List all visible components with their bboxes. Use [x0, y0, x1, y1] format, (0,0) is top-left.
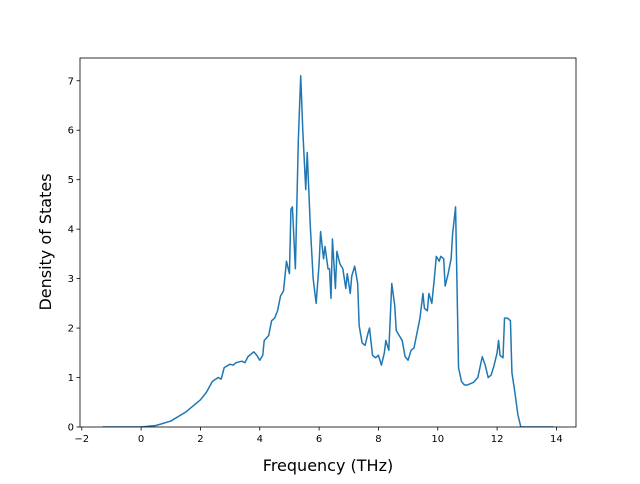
- x-tick-label: 14: [550, 434, 563, 445]
- y-tick-label: 1: [68, 373, 74, 384]
- x-tick-label: 10: [431, 434, 444, 445]
- y-tick-label: 3: [68, 274, 74, 285]
- y-tick-label: 2: [68, 324, 74, 335]
- line: [102, 75, 554, 427]
- plot-frame: [79, 57, 577, 428]
- x-tick-label: 4: [257, 434, 263, 445]
- x-tick-label: −2: [74, 434, 89, 445]
- y-axis-label: Density of States: [36, 173, 55, 310]
- y-tick-label: 5: [68, 175, 74, 186]
- x-tick-label: 2: [197, 434, 203, 445]
- x-tick-label: 6: [316, 434, 322, 445]
- y-tick-label: 7: [68, 76, 74, 87]
- x-tick-label: 0: [138, 434, 144, 445]
- y-tick-label: 0: [68, 423, 74, 434]
- y-tick-label: 4: [68, 225, 74, 236]
- y-tick-label: 6: [68, 126, 74, 137]
- x-tick-label: 12: [491, 434, 504, 445]
- x-axis-label: Frequency (THz): [263, 456, 393, 475]
- x-tick-label: 8: [375, 434, 381, 445]
